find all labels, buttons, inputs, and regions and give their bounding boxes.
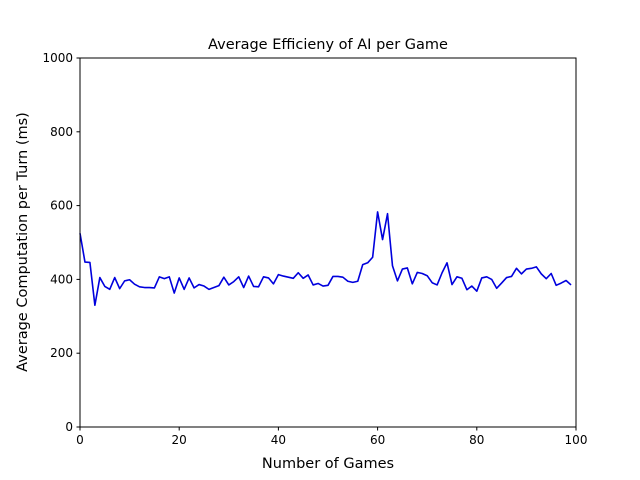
y-tick-label: 400 xyxy=(50,272,73,286)
plot-frame xyxy=(79,57,577,428)
x-axis-label: Number of Games xyxy=(262,456,394,472)
x-tick-label: 60 xyxy=(370,433,385,447)
x-tick-label: 80 xyxy=(469,433,484,447)
y-tick-label: 0 xyxy=(65,420,73,434)
y-tick-label: 200 xyxy=(50,346,73,360)
x-tick-label: 20 xyxy=(172,433,187,447)
x-tick-label: 0 xyxy=(76,433,84,447)
x-tick-label: 100 xyxy=(565,433,588,447)
y-axis-label: Average Computation per Turn (ms) xyxy=(15,112,31,372)
series-line xyxy=(79,211,572,307)
y-tick-label: 600 xyxy=(50,199,73,213)
x-tick-label: 40 xyxy=(271,433,286,447)
y-tick-label: 1000 xyxy=(42,51,73,65)
chart-title: Average Efficieny of AI per Game xyxy=(208,37,448,53)
y-tick-label: 800 xyxy=(50,125,73,139)
